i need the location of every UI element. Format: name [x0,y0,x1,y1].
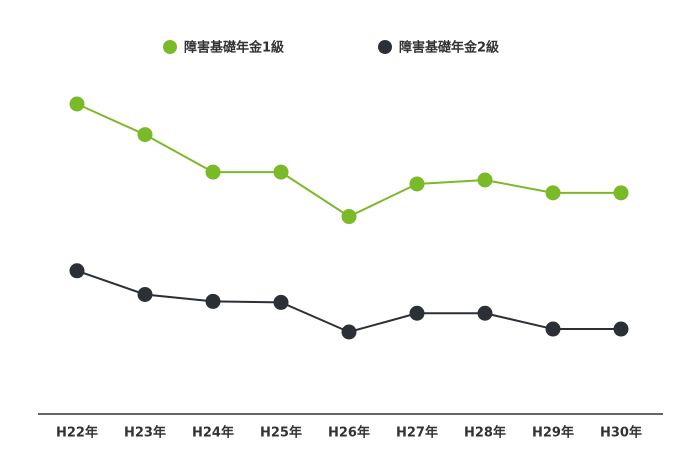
data-point [477,305,493,321]
x-tick-label: H23年 [124,425,166,441]
x-tick-label: H25年 [260,425,302,441]
legend-marker [163,40,177,54]
x-tick-label: H22年 [56,425,98,441]
data-point [545,185,561,201]
data-point [273,164,289,180]
x-tick-label: H27年 [396,425,438,441]
data-point [205,293,221,309]
data-point [409,305,425,321]
data-point [137,127,153,143]
data-point [137,286,153,302]
x-tick-label: H26年 [328,425,370,441]
data-point [69,96,85,112]
data-point [545,321,561,337]
series-line [76,103,621,218]
series-line [76,269,621,334]
x-tick-label: H28年 [464,425,506,441]
data-point [613,185,629,201]
data-point [341,209,357,225]
data-point [477,172,493,188]
legend-label: 障害基礎年金2級 [399,40,499,56]
x-tick-label: H24年 [192,425,234,441]
x-tick-label: H30年 [600,425,642,441]
legend-label: 障害基礎年金1級 [184,40,284,56]
data-point [341,324,357,340]
legend-marker [378,40,392,54]
data-point [69,263,85,279]
x-tick-label: H29年 [532,425,574,441]
data-point [273,294,289,310]
data-point [409,176,425,192]
data-point [205,164,221,180]
data-point [613,321,629,337]
